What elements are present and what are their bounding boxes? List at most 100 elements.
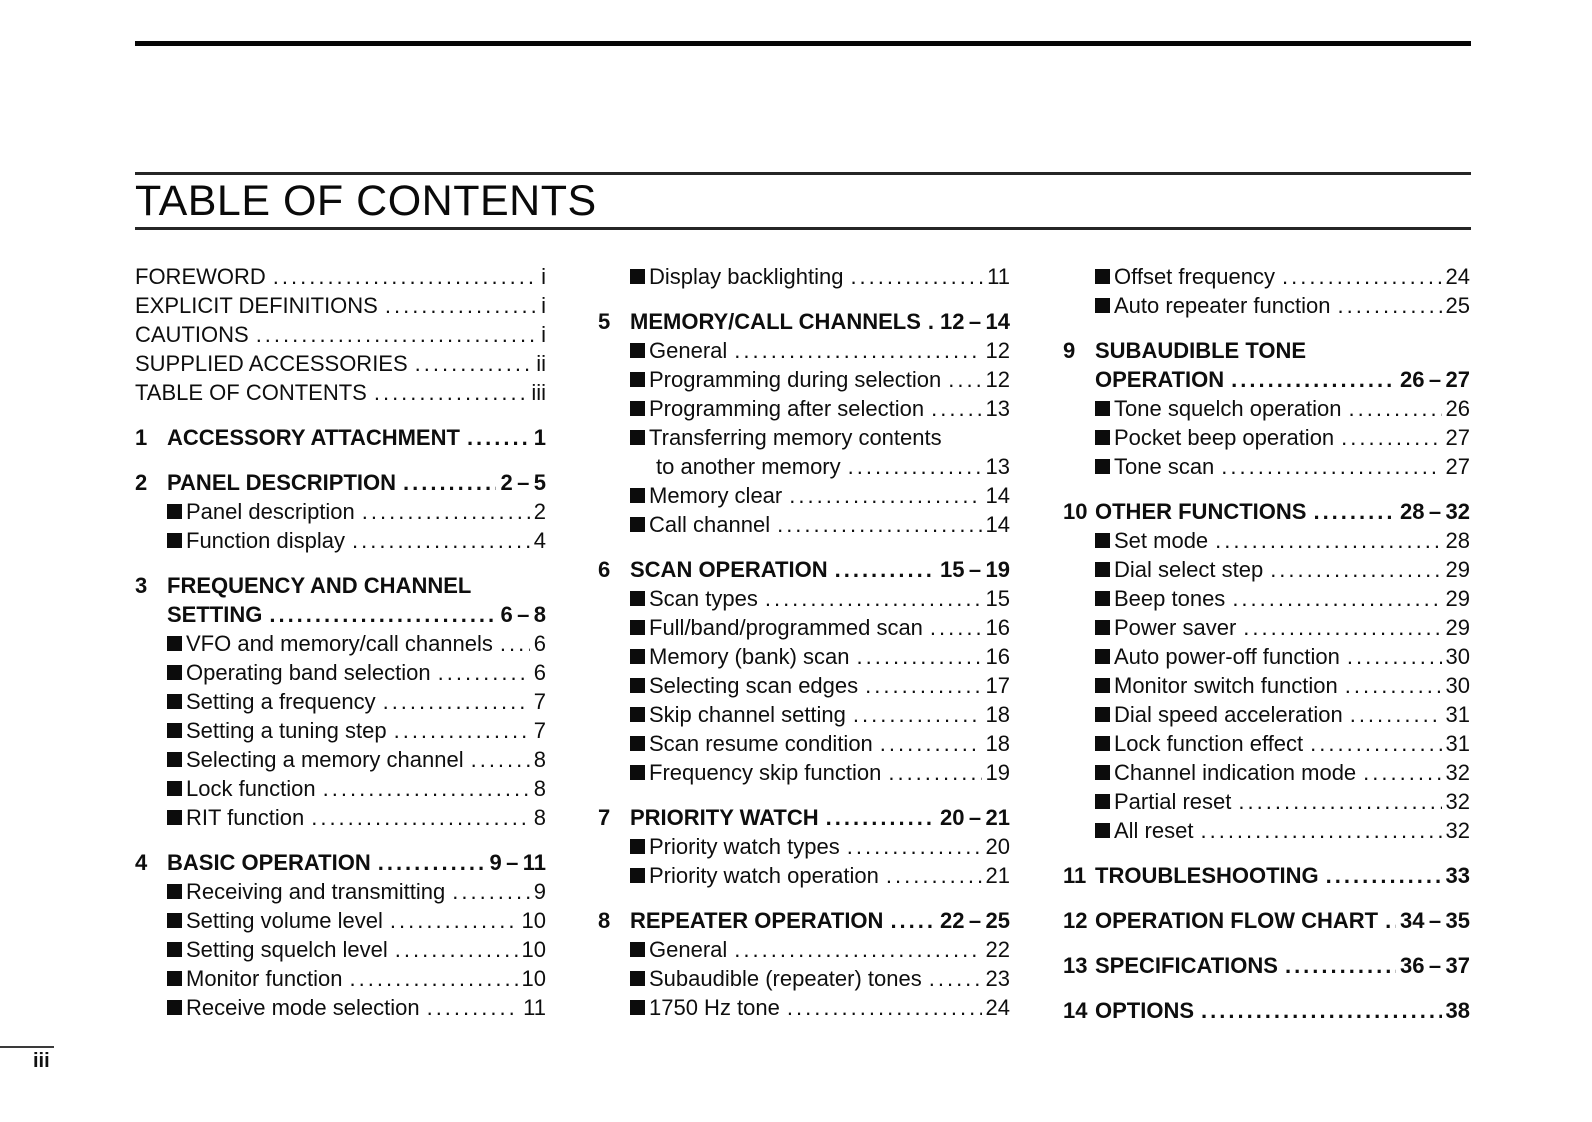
section-number: 8 [598, 908, 611, 933]
entry-page: 33 [1445, 863, 1470, 888]
toc-entry: Dial speed acceleration 31 [1095, 700, 1470, 729]
continued-items-block: Display backlighting 11 [598, 262, 1010, 291]
section-block: 13 SPECIFICATIONS 36 – 37 [1063, 951, 1470, 980]
entry-page: 16 [985, 644, 1010, 669]
bullet-square-icon [630, 736, 645, 751]
section-block: 1 ACCESSORY ATTACHMENT 1 [135, 423, 546, 452]
section-heading: 10 OTHER FUNCTIONS 28 – 32 [1063, 497, 1470, 526]
toc-entry: Function display 4 [167, 526, 546, 555]
entry-label: Lock function [186, 776, 316, 801]
dot-leader [848, 452, 982, 481]
entry-label: PRIORITY WATCH [630, 805, 819, 830]
entry-label: Priority watch types [649, 834, 840, 859]
dot-leader [931, 394, 981, 423]
section-number: 12 [1063, 908, 1088, 933]
entry-label: RIT function [186, 805, 305, 830]
entry-page: 6 [533, 660, 546, 685]
entry-page: i [541, 264, 546, 289]
front-matter-entry: SUPPLIED ACCESSORIES ii [135, 349, 546, 378]
entry-label: FOREWORD [135, 264, 266, 289]
toc-entry: Lock function effect 31 [1095, 729, 1470, 758]
entry-page: 32 [1445, 760, 1470, 785]
entry-label: VFO and memory/call channels [186, 631, 493, 656]
dot-leader [734, 935, 981, 964]
entry-label: Offset frequency [1114, 264, 1276, 289]
toc-entry: Scan types 15 [630, 584, 1010, 613]
dot-leader [1363, 758, 1441, 787]
bullet-square-icon [1095, 269, 1110, 284]
dot-leader [471, 745, 530, 774]
toc-entry: Call channel 14 [630, 510, 1010, 539]
entry-page: 25 [1445, 293, 1470, 318]
bullet-square-icon [1095, 459, 1110, 474]
entry-page: 6 – 8 [500, 602, 546, 627]
dot-leader [390, 906, 518, 935]
dot-leader [1350, 700, 1442, 729]
section-number: 9 [1063, 338, 1076, 363]
entry-page: 2 [533, 499, 546, 524]
dot-leader [890, 906, 936, 935]
dot-leader [427, 993, 520, 1022]
bullet-square-icon [1095, 794, 1110, 809]
section-number: 10 [1063, 499, 1088, 524]
toc-entry: Memory (bank) scan 16 [630, 642, 1010, 671]
section-number: 2 [135, 470, 148, 495]
dot-leader [374, 378, 527, 407]
dot-leader [789, 481, 981, 510]
toc-entry: Scan resume condition 18 [630, 729, 1010, 758]
page-title: TABLE OF CONTENTS [135, 177, 597, 225]
entry-page: 15 [985, 586, 1010, 611]
toc-entry: Skip channel setting 18 [630, 700, 1010, 729]
toc-column: Offset frequency24Auto repeater function… [1063, 262, 1470, 1041]
dot-leader [350, 964, 518, 993]
dot-leader [886, 861, 982, 890]
entry-page: 12 – 14 [940, 309, 1010, 334]
entry-label: Power saver [1114, 615, 1237, 640]
entry-page: 15 – 19 [940, 557, 1010, 582]
toc-entry: Selecting a memory channel 8 [167, 745, 546, 774]
entry-page: 16 [985, 615, 1010, 640]
section-heading: OPERATION 26 – 27 [1095, 365, 1470, 394]
entry-page: 14 [985, 483, 1010, 508]
dot-leader [438, 658, 530, 687]
dot-leader [500, 629, 530, 658]
entry-page: 13 [985, 396, 1010, 421]
dot-leader [273, 262, 537, 291]
toc-entry: Frequency skip function 19 [630, 758, 1010, 787]
entry-page: 11 [987, 264, 1010, 289]
section-heading: 7 PRIORITY WATCH 20 – 21 [598, 803, 1010, 832]
entry-page: 8 [533, 805, 546, 830]
front-matter-entry: CAUTIONS i [135, 320, 546, 349]
entry-page: 26 [1445, 396, 1470, 421]
dot-leader [1232, 584, 1441, 613]
bullet-square-icon [630, 430, 645, 445]
entry-label: Subaudible (repeater) tones [649, 966, 922, 991]
page-number-marker: iii [33, 1050, 50, 1072]
entry-label: Partial reset [1114, 789, 1232, 814]
bullet-square-icon [167, 971, 182, 986]
bullet-square-icon [630, 620, 645, 635]
entry-page: 19 [985, 760, 1010, 785]
bullet-square-icon [167, 533, 182, 548]
entry-label: Pocket beep operation [1114, 425, 1335, 450]
toc-entry: Set mode 28 [1095, 526, 1470, 555]
front-matter-entry: EXPLICIT DEFINITIONS i [135, 291, 546, 320]
toc-entry: VFO and memory/call channels 6 [167, 629, 546, 658]
entry-label: OTHER FUNCTIONS [1095, 499, 1307, 524]
dot-leader [888, 758, 981, 787]
section-number: 14 [1063, 998, 1088, 1023]
toc-entry: Setting squelch level 10 [167, 935, 546, 964]
entry-page: 30 [1445, 673, 1470, 698]
toc-entry: Offset frequency 24 [1095, 262, 1470, 291]
toc-entry: Tone scan 27 [1095, 452, 1470, 481]
dot-leader [1285, 951, 1396, 980]
entry-label: Programming after selection [649, 396, 925, 421]
entry-page: 28 [1445, 528, 1470, 553]
entry-page: 1 [533, 425, 546, 450]
toc-entry: 1750 Hz tone 24 [630, 993, 1010, 1022]
entry-label: Full/band/programmed scan [649, 615, 923, 640]
